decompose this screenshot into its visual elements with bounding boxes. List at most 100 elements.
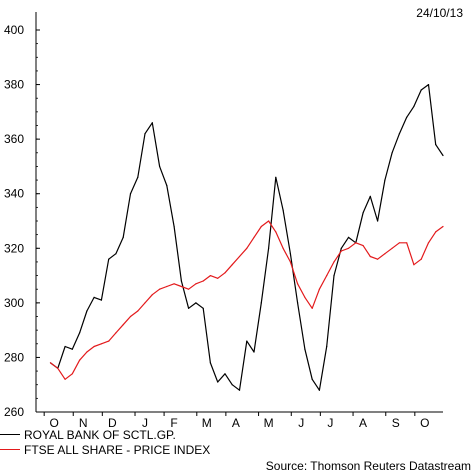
x-tick-label: D (108, 416, 117, 430)
data-point (71, 373, 73, 375)
legend: ROYAL BANK OF SCTL.GP. FTSE ALL SHARE - … (0, 427, 210, 457)
x-tick-label: J (142, 416, 148, 430)
data-point (137, 310, 139, 312)
data-point (362, 245, 364, 247)
data-point (137, 176, 139, 178)
data-point (86, 310, 88, 312)
legend-item-rbs: ROYAL BANK OF SCTL.GP. (0, 427, 210, 442)
data-point (253, 351, 255, 353)
data-point (391, 247, 393, 249)
data-point (159, 288, 161, 290)
x-tick-label: N (79, 416, 88, 430)
data-point (442, 225, 444, 228)
data-point (355, 242, 357, 244)
data-point (398, 242, 400, 244)
data-point (304, 296, 306, 298)
data-point (406, 116, 408, 118)
data-point (333, 261, 335, 263)
data-point (79, 332, 81, 334)
y-tick-label: 360 (4, 132, 24, 146)
data-point (49, 362, 52, 364)
data-point (108, 258, 110, 260)
data-point (391, 152, 393, 154)
data-point (151, 122, 153, 124)
data-point (340, 247, 342, 249)
legend-swatch-rbs (0, 434, 20, 435)
data-point (427, 242, 430, 244)
x-tick-label: M (264, 416, 274, 430)
series-layer (49, 84, 444, 391)
data-point (420, 89, 422, 91)
data-point (282, 247, 284, 249)
y-axis: 260 280 300 320 340 360 380 400 (4, 23, 40, 419)
data-point (333, 275, 335, 277)
data-point (108, 340, 110, 342)
data-point (435, 231, 437, 233)
data-point (369, 195, 371, 197)
data-point (413, 264, 415, 266)
data-point (326, 345, 328, 348)
data-point (217, 277, 219, 279)
data-point (275, 231, 277, 233)
data-point (289, 261, 291, 263)
data-point (377, 258, 379, 260)
data-point (442, 154, 444, 157)
data-point (384, 253, 386, 255)
data-point (79, 359, 81, 361)
data-point (209, 362, 211, 364)
data-point (57, 367, 59, 369)
data-point (340, 250, 342, 252)
data-point (122, 324, 124, 326)
data-point (435, 144, 437, 146)
data-point (311, 307, 313, 309)
series-line-0 (50, 84, 444, 391)
data-point (173, 225, 175, 228)
data-point (318, 288, 320, 290)
x-tick-label: F (170, 416, 177, 430)
data-point (275, 176, 277, 178)
data-point (260, 302, 262, 304)
data-point (224, 373, 226, 375)
data-point (180, 285, 182, 288)
data-point (202, 280, 204, 282)
data-point (304, 348, 306, 350)
data-point (268, 247, 270, 249)
y-tick-label: 380 (4, 78, 24, 92)
legend-item-ftse: FTSE ALL SHARE - PRICE INDEX (0, 442, 210, 457)
data-point (297, 302, 299, 304)
x-tick-label: O (420, 416, 429, 430)
series-line-1 (50, 220, 444, 380)
data-point (122, 236, 124, 238)
data-point (289, 253, 291, 255)
data-point (347, 236, 350, 238)
data-point (231, 384, 233, 386)
data-point (86, 351, 88, 353)
data-point (413, 105, 415, 107)
data-point (129, 315, 132, 318)
data-point (180, 280, 182, 282)
data-point (369, 255, 371, 258)
x-tick-label: J (327, 416, 333, 430)
x-tick-label: A (359, 416, 367, 430)
data-point (398, 133, 400, 135)
data-point (427, 84, 430, 86)
data-point (326, 275, 328, 277)
legend-swatch-ftse (0, 449, 20, 450)
y-tick-label: 260 (4, 405, 24, 419)
data-point (115, 253, 117, 255)
x-tick-label: A (232, 416, 240, 430)
data-point (188, 307, 190, 309)
plot-frame (35, 12, 443, 413)
data-point (384, 179, 386, 181)
data-point (311, 378, 313, 380)
y-tick-label: 320 (4, 241, 24, 255)
data-point (268, 220, 270, 222)
data-point (224, 272, 226, 274)
data-point (347, 247, 350, 249)
y-tick-label: 300 (4, 296, 24, 310)
data-point (231, 264, 233, 266)
data-point (188, 288, 190, 290)
data-point (246, 247, 248, 249)
data-point (246, 340, 248, 342)
